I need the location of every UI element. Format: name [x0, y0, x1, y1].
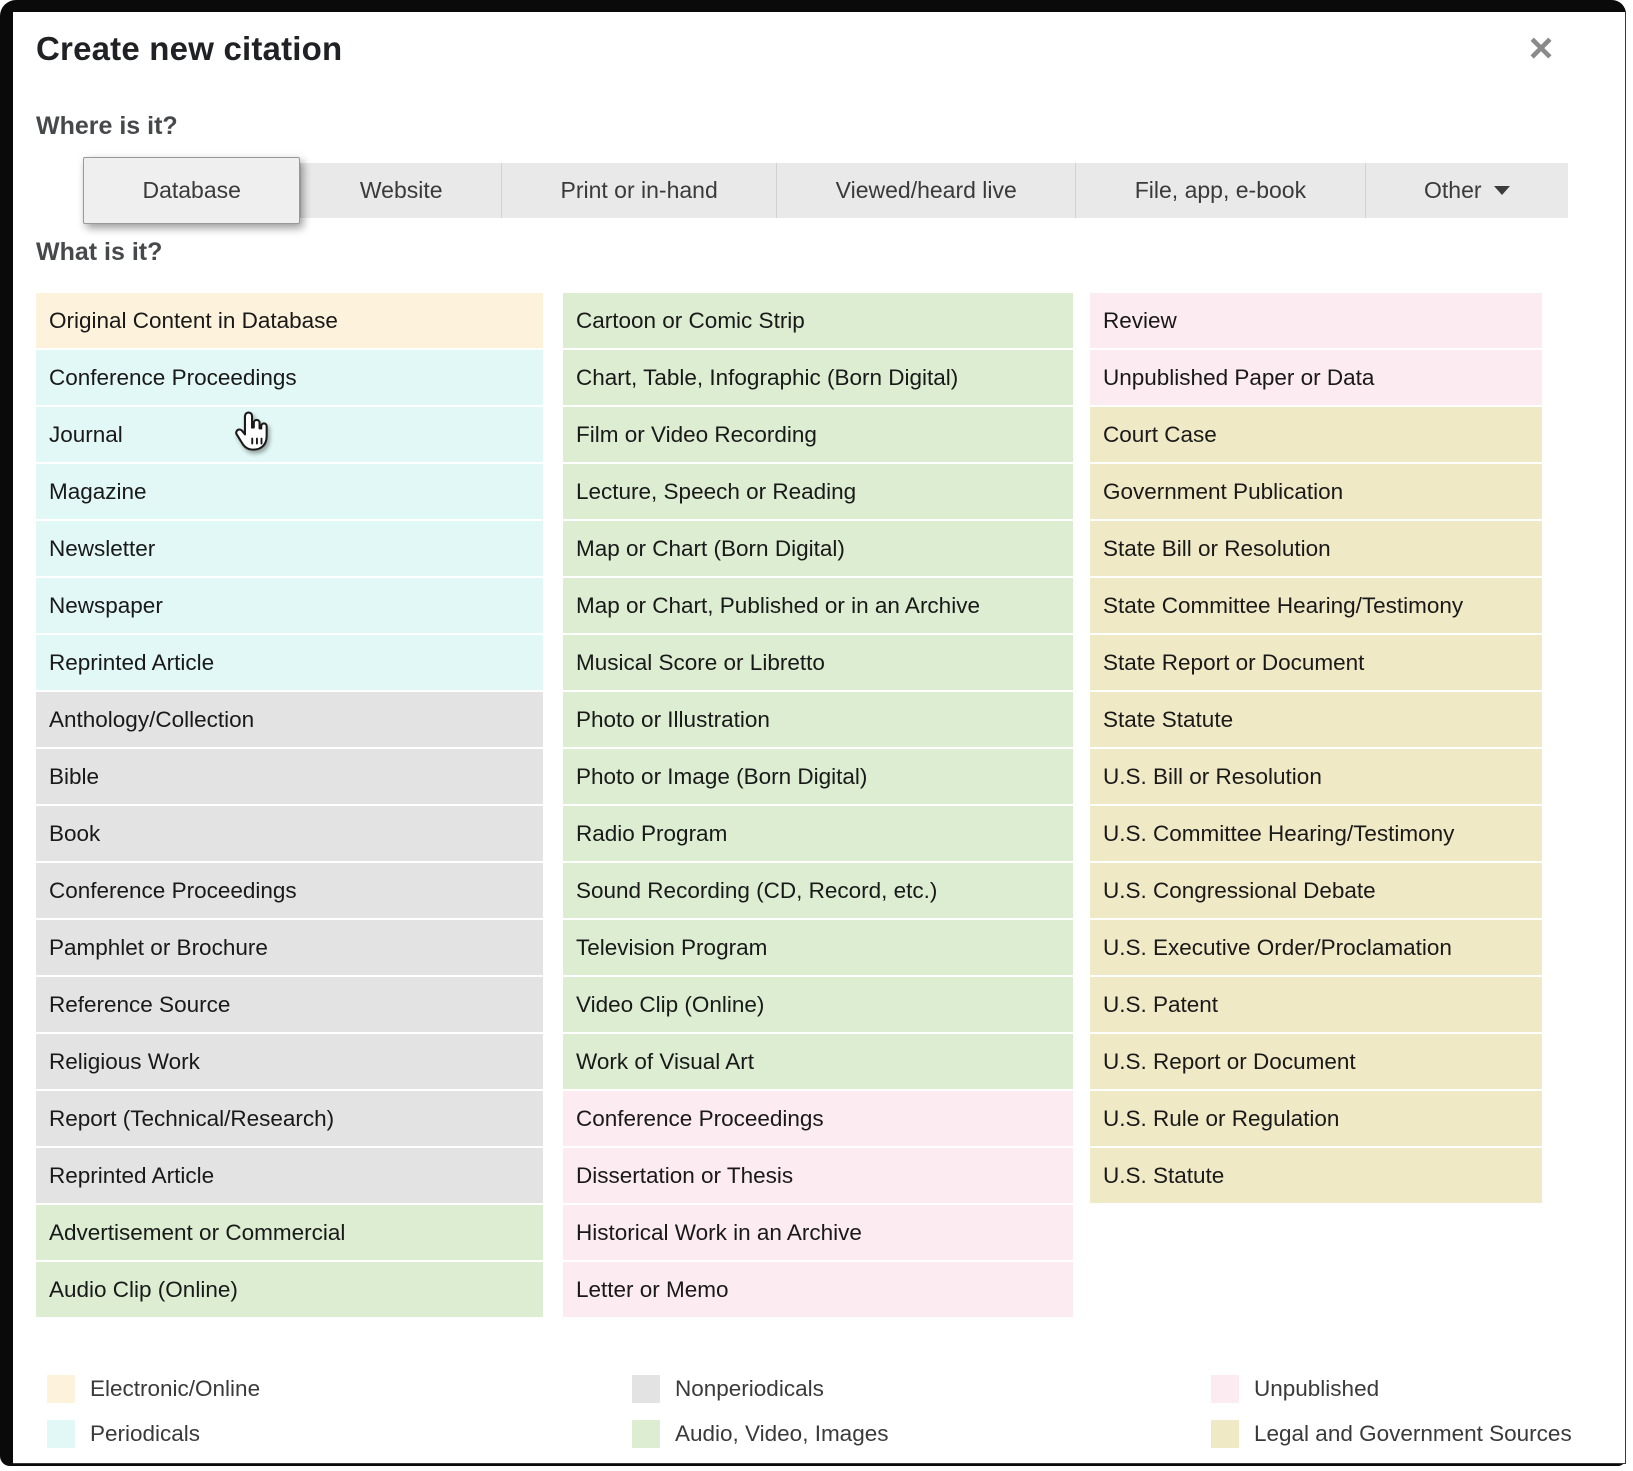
citation-type-bible[interactable]: Bible	[36, 749, 543, 804]
legend-swatch-legal	[1211, 1420, 1239, 1448]
legend-group-1: Electronic/Online Periodicals	[47, 1375, 260, 1465]
legend-label: Audio, Video, Images	[675, 1421, 889, 1446]
tab-print-or-in-hand[interactable]: Print or in-hand	[501, 163, 776, 218]
citation-type-lecture-speech-or-reading[interactable]: Lecture, Speech or Reading	[563, 464, 1073, 519]
citation-type-reprinted-article[interactable]: Reprinted Article	[36, 1148, 543, 1203]
citation-type-review[interactable]: Review	[1090, 293, 1542, 348]
citation-type-magazine[interactable]: Magazine	[36, 464, 543, 519]
citation-type-unpublished-paper-or-data[interactable]: Unpublished Paper or Data	[1090, 350, 1542, 405]
citation-type-reference-source[interactable]: Reference Source	[36, 977, 543, 1032]
citation-type-video-clip-online[interactable]: Video Clip (Online)	[563, 977, 1073, 1032]
citation-type-state-statute[interactable]: State Statute	[1090, 692, 1542, 747]
legend-label: Electronic/Online	[90, 1376, 261, 1401]
citation-type-u-s-executive-order-proclamation[interactable]: U.S. Executive Order/Proclamation	[1090, 920, 1542, 975]
where-is-it-heading: Where is it?	[36, 112, 178, 140]
close-icon[interactable]: ×	[1528, 24, 1554, 71]
hand-cursor-icon	[235, 411, 268, 451]
legend-group-3: Unpublished Legal and Government Sources	[1211, 1375, 1572, 1465]
tab-website[interactable]: Website	[300, 163, 501, 218]
citation-type-cartoon-or-comic-strip[interactable]: Cartoon or Comic Strip	[563, 293, 1073, 348]
citation-type-u-s-rule-or-regulation[interactable]: U.S. Rule or Regulation	[1090, 1091, 1542, 1146]
citation-type-radio-program[interactable]: Radio Program	[563, 806, 1073, 861]
legend-entry-audio-video-images: Audio, Video, Images	[632, 1420, 888, 1448]
citation-type-conference-proceedings[interactable]: Conference Proceedings	[563, 1091, 1073, 1146]
citation-type-dissertation-or-thesis[interactable]: Dissertation or Thesis	[563, 1148, 1073, 1203]
citation-type-state-report-or-document[interactable]: State Report or Document	[1090, 635, 1542, 690]
citation-type-pamphlet-or-brochure[interactable]: Pamphlet or Brochure	[36, 920, 543, 975]
citation-type-original-content-in-database[interactable]: Original Content in Database	[36, 293, 543, 348]
citation-type-photo-or-illustration[interactable]: Photo or Illustration	[563, 692, 1073, 747]
create-citation-dialog: Create new citation × Where is it? Datab…	[13, 12, 1626, 1464]
legend-swatch-periodicals	[47, 1420, 75, 1448]
source-location-tabs: Database Website Print or in-hand Viewed/he…	[83, 157, 1568, 224]
tab-label: Website	[359, 177, 443, 203]
tab-viewed-heard-live[interactable]: Viewed/heard live	[776, 163, 1075, 218]
citation-type-audio-clip-online[interactable]: Audio Clip (Online)	[36, 1262, 543, 1317]
citation-type-u-s-committee-hearing-testimony[interactable]: U.S. Committee Hearing/Testimony	[1090, 806, 1542, 861]
citation-type-u-s-statute[interactable]: U.S. Statute	[1090, 1148, 1542, 1203]
citation-type-sound-recording-cd-record-etc[interactable]: Sound Recording (CD, Record, etc.)	[563, 863, 1073, 918]
citation-type-map-or-chart-born-digital[interactable]: Map or Chart (Born Digital)	[563, 521, 1073, 576]
legend-entry-legal-and-government-sources: Legal and Government Sources	[1211, 1420, 1572, 1448]
tab-file-app-e-book[interactable]: File, app, e-book	[1075, 163, 1364, 218]
citation-type-musical-score-or-libretto[interactable]: Musical Score or Libretto	[563, 635, 1073, 690]
legend-entry-electronic-online: Electronic/Online	[47, 1375, 260, 1403]
citation-type-newsletter[interactable]: Newsletter	[36, 521, 543, 576]
citation-type-u-s-patent[interactable]: U.S. Patent	[1090, 977, 1542, 1032]
citation-type-book[interactable]: Book	[36, 806, 543, 861]
citation-type-newspaper[interactable]: Newspaper	[36, 578, 543, 633]
what-column-1: Original Content in Database Conference P…	[36, 293, 543, 1319]
what-column-3: Review Unpublished Paper or Data Court Cas…	[1090, 293, 1542, 1319]
citation-type-chart-table-infographic-born-digital[interactable]: Chart, Table, Infographic (Born Digital)	[563, 350, 1073, 405]
tab-label: Other	[1424, 177, 1482, 203]
tab-database[interactable]: Database	[83, 157, 301, 224]
citation-type-work-of-visual-art[interactable]: Work of Visual Art	[563, 1034, 1073, 1089]
citation-type-letter-or-memo[interactable]: Letter or Memo	[563, 1262, 1073, 1317]
legend-entry-periodicals: Periodicals	[47, 1420, 260, 1448]
what-column-2: Cartoon or Comic Strip Chart, Table, Info…	[563, 293, 1073, 1319]
legend-entry-unpublished: Unpublished	[1211, 1375, 1572, 1403]
legend-label: Periodicals	[90, 1421, 201, 1446]
citation-type-religious-work[interactable]: Religious Work	[36, 1034, 543, 1089]
citation-type-court-case[interactable]: Court Case	[1090, 407, 1542, 462]
citation-type-advertisement-or-commercial[interactable]: Advertisement or Commercial	[36, 1205, 543, 1260]
what-is-it-heading: What is it?	[36, 238, 163, 266]
tab-label: Database	[142, 177, 241, 203]
citation-type-conference-proceedings[interactable]: Conference Proceedings	[36, 863, 543, 918]
dialog-title: Create new citation	[36, 30, 343, 67]
citation-type-television-program[interactable]: Television Program	[563, 920, 1073, 975]
citation-type-reprinted-article[interactable]: Reprinted Article	[36, 635, 543, 690]
legend-label: Unpublished	[1254, 1376, 1380, 1401]
citation-type-u-s-congressional-debate[interactable]: U.S. Congressional Debate	[1090, 863, 1542, 918]
legend-label: Nonperiodicals	[675, 1376, 824, 1401]
legend-group-2: Nonperiodicals Audio, Video, Images	[632, 1375, 888, 1465]
legend-entry-nonperiodicals: Nonperiodicals	[632, 1375, 888, 1403]
chevron-down-icon	[1493, 186, 1510, 195]
citation-type-map-or-chart-published-or-in-an-archive[interactable]: Map or Chart, Published or in an Archive	[563, 578, 1073, 633]
legend-label: Legal and Government Sources	[1254, 1421, 1572, 1446]
legend-swatch-unpublished	[1211, 1375, 1239, 1403]
tab-label: Print or in-hand	[560, 177, 718, 203]
citation-type-grid: Original Content in Database Conference P…	[36, 293, 1542, 1319]
citation-type-journal[interactable]: Journal	[36, 407, 543, 462]
citation-type-film-or-video-recording[interactable]: Film or Video Recording	[563, 407, 1073, 462]
tab-label: Viewed/heard live	[835, 177, 1017, 203]
tab-other[interactable]: Other	[1364, 163, 1568, 218]
citation-type-u-s-bill-or-resolution[interactable]: U.S. Bill or Resolution	[1090, 749, 1542, 804]
citation-type-historical-work-in-an-archive[interactable]: Historical Work in an Archive	[563, 1205, 1073, 1260]
citation-type-government-publication[interactable]: Government Publication	[1090, 464, 1542, 519]
citation-type-u-s-report-or-document[interactable]: U.S. Report or Document	[1090, 1034, 1542, 1089]
tab-label: File, app, e-book	[1134, 177, 1307, 203]
legend-swatch-nonperiodicals	[632, 1375, 660, 1403]
legend-swatch-electronic	[47, 1375, 75, 1403]
citation-type-anthology-collection[interactable]: Anthology/Collection	[36, 692, 543, 747]
citation-type-report-technical-research[interactable]: Report (Technical/Research)	[36, 1091, 543, 1146]
citation-type-state-bill-or-resolution[interactable]: State Bill or Resolution	[1090, 521, 1542, 576]
citation-type-photo-or-image-born-digital[interactable]: Photo or Image (Born Digital)	[563, 749, 1073, 804]
legend-swatch-av	[632, 1420, 660, 1448]
citation-type-conference-proceedings[interactable]: Conference Proceedings	[36, 350, 543, 405]
citation-type-state-committee-hearing-testimony[interactable]: State Committee Hearing/Testimony	[1090, 578, 1542, 633]
